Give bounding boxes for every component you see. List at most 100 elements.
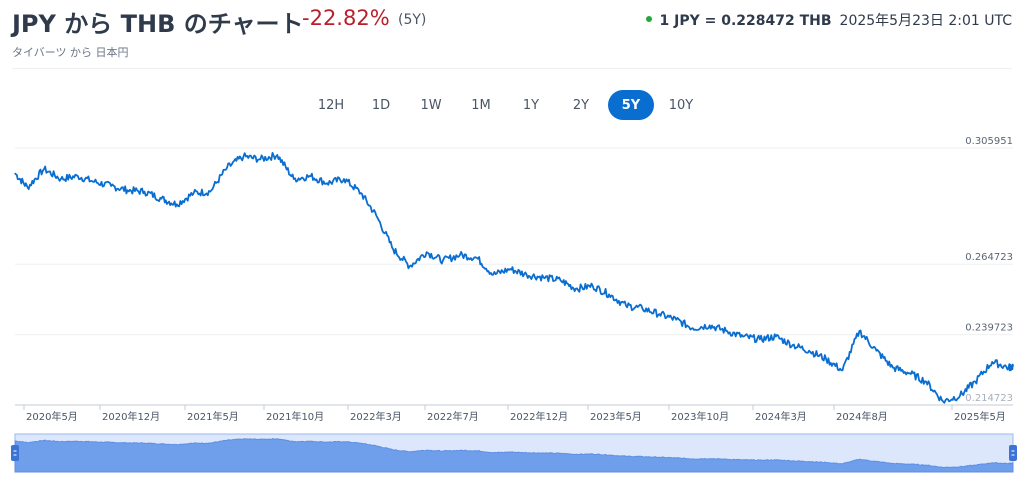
navigator-handle-left[interactable]	[11, 445, 19, 461]
data-point	[43, 168, 45, 170]
data-point	[775, 335, 777, 338]
data-point	[143, 191, 146, 193]
range-button-10y[interactable]: 10Y	[658, 90, 704, 120]
percent-change: -22.82%	[302, 6, 390, 30]
data-point	[492, 274, 494, 276]
data-point	[641, 307, 644, 310]
data-point	[93, 181, 95, 183]
live-status-dot-icon	[645, 16, 652, 22]
data-point	[575, 288, 577, 290]
data-point	[709, 324, 711, 326]
data-point	[658, 313, 660, 315]
data-point	[959, 395, 961, 397]
data-point	[542, 276, 545, 279]
x-tick-label: 2022年7月	[427, 410, 479, 423]
data-point	[360, 192, 362, 194]
y-tick-label: 0.214723	[965, 393, 1013, 404]
period-label: (5Y)	[398, 12, 427, 28]
navigator-handle-right[interactable]	[1009, 445, 1017, 461]
data-point	[442, 259, 444, 262]
data-point	[293, 178, 295, 180]
divider	[12, 68, 1012, 69]
exchange-rate: 1 JPY = 0.228472 THB	[659, 13, 832, 29]
data-point	[459, 254, 461, 256]
page-title: JPY から THB のチャート	[12, 10, 304, 38]
data-point	[808, 350, 810, 352]
data-point	[343, 178, 345, 180]
x-tick-label: 2022年12月	[510, 410, 568, 423]
y-tick-label: 0.239723	[965, 323, 1013, 334]
x-tick-label: 2025年5月	[954, 410, 1006, 423]
range-button-1y[interactable]: 1Y	[508, 90, 554, 120]
data-point	[925, 381, 927, 383]
data-point	[892, 366, 894, 369]
x-tick-label: 2023年10月	[671, 410, 729, 423]
rate-summary: 1 JPY = 0.228472 THB 2025年5月23日 2:01 UTC	[645, 10, 1012, 30]
data-point	[692, 327, 694, 329]
range-selector: 12H 1D 1W 1M 1Y 2Y 5Y 10Y	[308, 90, 704, 120]
data-point	[276, 154, 278, 156]
data-point	[476, 257, 478, 259]
data-point	[841, 369, 844, 371]
data-point	[193, 192, 195, 194]
rate-timestamp: 2025年5月23日 2:01 UTC	[839, 13, 1012, 29]
range-button-12h[interactable]: 12H	[308, 90, 354, 120]
data-point	[1012, 365, 1014, 367]
data-point	[326, 182, 328, 184]
range-button-1m[interactable]: 1M	[458, 90, 504, 120]
data-point	[259, 158, 262, 160]
y-tick-label: 0.305951	[965, 136, 1013, 147]
navigator-area	[14, 438, 1014, 473]
data-point	[509, 268, 511, 270]
data-point	[974, 381, 976, 383]
data-point	[625, 305, 627, 307]
data-point	[77, 175, 79, 177]
data-point	[310, 175, 312, 177]
range-button-5y[interactable]: 5Y	[608, 90, 654, 120]
x-tick-label: 2020年12月	[102, 410, 160, 423]
range-button-1w[interactable]: 1W	[408, 90, 454, 120]
series-line	[14, 152, 1014, 404]
data-point	[825, 358, 827, 360]
chart-header: JPY から THB のチャート -22.82% (5Y) 1 JPY = 0.…	[12, 4, 1012, 38]
data-point	[1008, 366, 1010, 369]
data-point	[392, 248, 394, 250]
x-tick-label: 2020年5月	[26, 410, 78, 423]
data-point	[209, 191, 211, 193]
range-button-2y[interactable]: 2Y	[558, 90, 604, 120]
x-tick-label: 2024年8月	[836, 410, 888, 423]
data-point	[909, 372, 911, 374]
data-point	[559, 279, 562, 281]
x-tick-label: 2024年3月	[755, 410, 807, 423]
data-point	[126, 189, 129, 191]
subtitle: タイバーツ から 日本円	[12, 46, 129, 59]
data-point	[759, 338, 761, 341]
data-point	[991, 361, 993, 363]
data-point	[675, 319, 677, 321]
data-point	[14, 172, 16, 174]
data-point	[858, 330, 861, 332]
data-point	[26, 186, 29, 189]
y-tick-label: 0.264723	[965, 252, 1013, 263]
data-point	[60, 178, 62, 180]
data-point	[160, 198, 163, 200]
x-tick-label: 2022年3月	[350, 410, 402, 423]
data-point	[592, 285, 594, 287]
data-point	[792, 344, 794, 346]
data-point	[725, 330, 727, 332]
data-point	[375, 214, 377, 217]
range-button-1d[interactable]: 1D	[358, 90, 404, 120]
data-point	[176, 203, 178, 205]
data-point	[525, 274, 528, 276]
data-point	[110, 185, 112, 187]
data-point	[409, 265, 411, 267]
data-point	[742, 335, 744, 338]
x-tick-label: 2023年5月	[590, 410, 642, 423]
data-point	[226, 167, 228, 169]
data-point	[425, 251, 428, 253]
data-point	[942, 400, 944, 402]
data-point	[242, 155, 245, 158]
x-tick-label: 2021年5月	[187, 410, 239, 423]
data-point	[608, 293, 610, 295]
